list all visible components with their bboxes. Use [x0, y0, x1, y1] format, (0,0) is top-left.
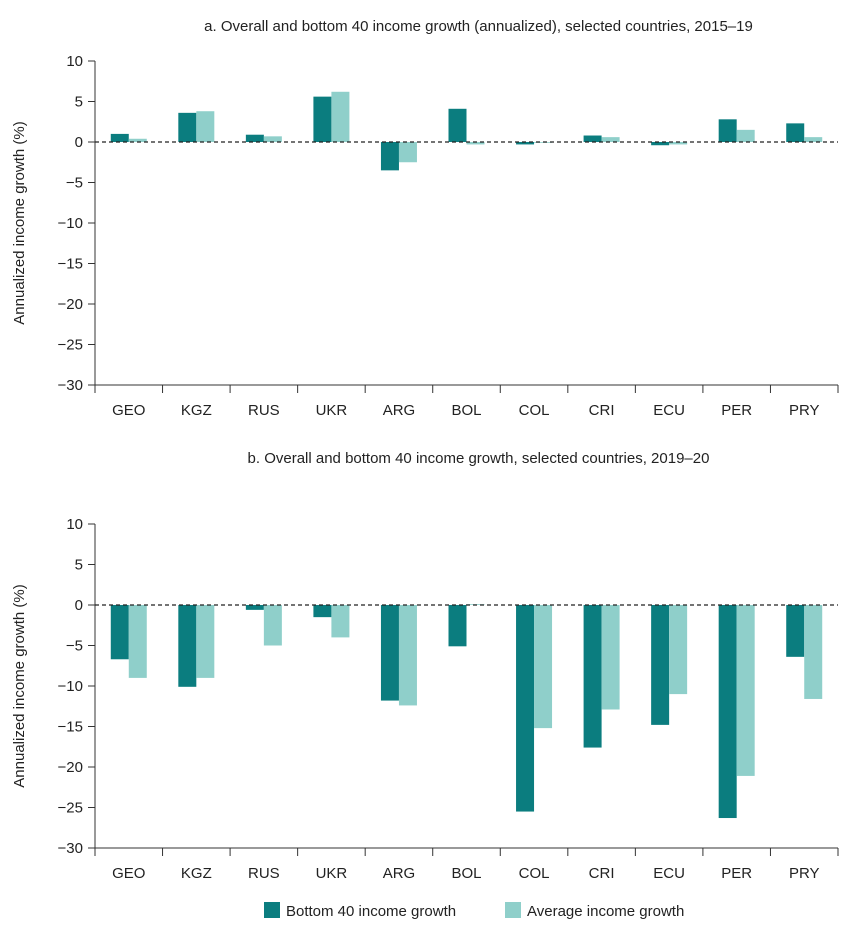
x-tick-label-rus: RUS — [248, 402, 280, 419]
y-tick-label: 0 — [75, 597, 83, 614]
y-axis-label: Annualized income growth (%) — [11, 584, 28, 787]
x-tick-label-geo: GEO — [112, 402, 145, 419]
y-tick-label: 10 — [66, 53, 83, 70]
bar-bottom40-col — [516, 142, 535, 145]
y-tick-label: −20 — [58, 759, 83, 776]
y-tick-label: −15 — [58, 719, 83, 736]
x-tick-label-per: PER — [721, 402, 752, 419]
chart-title: a. Overall and bottom 40 income growth (… — [204, 18, 753, 35]
bar-average-ecu — [669, 605, 688, 695]
bar-average-col — [534, 605, 553, 729]
y-tick-label: −5 — [66, 638, 83, 655]
y-tick-label: 10 — [66, 516, 83, 533]
bar-average-cri — [601, 605, 620, 710]
y-axis-label: Annualized income growth (%) — [11, 121, 28, 324]
bar-average-kgz — [196, 605, 215, 678]
x-tick-label-rus: RUS — [248, 865, 280, 882]
chart-panel-a: a. Overall and bottom 40 income growth (… — [11, 18, 839, 419]
x-tick-label-arg: ARG — [383, 402, 416, 419]
chart-panel-b: b. Overall and bottom 40 income growth, … — [11, 450, 839, 882]
bar-bottom40-geo — [110, 605, 129, 660]
x-tick-label-ecu: ECU — [653, 865, 685, 882]
x-tick-label-kgz: KGZ — [181, 402, 212, 419]
bar-bottom40-cri — [583, 605, 602, 748]
y-tick-label: 5 — [75, 94, 83, 111]
x-tick-label-bol: BOL — [451, 402, 481, 419]
x-tick-label-per: PER — [721, 865, 752, 882]
bar-bottom40-per — [718, 605, 737, 819]
bar-bottom40-kgz — [178, 605, 197, 687]
x-tick-label-bol: BOL — [451, 865, 481, 882]
y-tick-label: −25 — [58, 337, 83, 354]
bar-average-bol — [466, 142, 485, 145]
bar-average-per — [736, 129, 755, 142]
bar-average-ukr — [331, 91, 350, 142]
legend-label-bottom40: Bottom 40 income growth — [286, 903, 456, 920]
y-tick-label: −10 — [58, 678, 83, 695]
bar-average-arg — [398, 142, 417, 163]
y-tick-label: −10 — [58, 215, 83, 232]
bar-bottom40-geo — [110, 133, 129, 142]
bar-average-geo — [128, 138, 147, 142]
bar-bottom40-arg — [380, 605, 399, 701]
bar-average-pry — [804, 605, 823, 699]
x-tick-label-col: COL — [519, 865, 550, 882]
bar-average-rus — [263, 136, 282, 142]
x-tick-label-arg: ARG — [383, 865, 416, 882]
legend: Bottom 40 income growth Average income gr… — [264, 902, 684, 920]
bar-bottom40-rus — [245, 605, 264, 610]
bar-bottom40-pry — [786, 605, 805, 657]
y-tick-label: −20 — [58, 296, 83, 313]
bar-bottom40-ukr — [313, 605, 332, 618]
bar-bottom40-ecu — [651, 605, 670, 725]
bar-bottom40-per — [718, 119, 737, 142]
bar-average-kgz — [196, 111, 215, 142]
x-tick-label-ecu: ECU — [653, 402, 685, 419]
x-tick-label-col: COL — [519, 402, 550, 419]
bar-bottom40-ukr — [313, 96, 332, 142]
bar-average-pry — [804, 137, 823, 142]
bar-average-arg — [398, 605, 417, 706]
bar-average-cri — [601, 137, 620, 142]
bar-bottom40-ecu — [651, 142, 670, 146]
bar-bottom40-arg — [380, 142, 399, 171]
bar-average-ecu — [669, 142, 688, 145]
y-tick-label: 5 — [75, 557, 83, 574]
y-tick-label: −30 — [58, 840, 83, 857]
bar-average-rus — [263, 605, 282, 646]
chart-title: b. Overall and bottom 40 income growth, … — [248, 450, 710, 467]
bar-bottom40-bol — [448, 605, 467, 647]
bar-bottom40-bol — [448, 108, 467, 142]
bar-average-geo — [128, 605, 147, 678]
x-tick-label-ukr: UKR — [316, 865, 348, 882]
bar-bottom40-pry — [786, 123, 805, 142]
legend-swatch-average — [505, 902, 521, 918]
legend-label-average: Average income growth — [527, 903, 684, 920]
y-tick-label: −30 — [58, 377, 83, 394]
y-tick-label: −5 — [66, 175, 83, 192]
bar-bottom40-kgz — [178, 112, 197, 142]
bar-bottom40-rus — [245, 134, 264, 142]
x-tick-label-pry: PRY — [789, 865, 820, 882]
y-tick-label: −15 — [58, 256, 83, 273]
bar-bottom40-col — [516, 605, 535, 812]
y-tick-label: −25 — [58, 800, 83, 817]
bar-average-per — [736, 605, 755, 776]
y-tick-label: 0 — [75, 134, 83, 151]
x-tick-label-kgz: KGZ — [181, 865, 212, 882]
bar-bottom40-cri — [583, 135, 602, 142]
x-tick-label-ukr: UKR — [316, 402, 348, 419]
x-tick-label-cri: CRI — [589, 865, 615, 882]
x-tick-label-geo: GEO — [112, 865, 145, 882]
legend-swatch-bottom40 — [264, 902, 280, 918]
bar-average-ukr — [331, 605, 350, 638]
x-tick-label-pry: PRY — [789, 402, 820, 419]
x-tick-label-cri: CRI — [589, 402, 615, 419]
